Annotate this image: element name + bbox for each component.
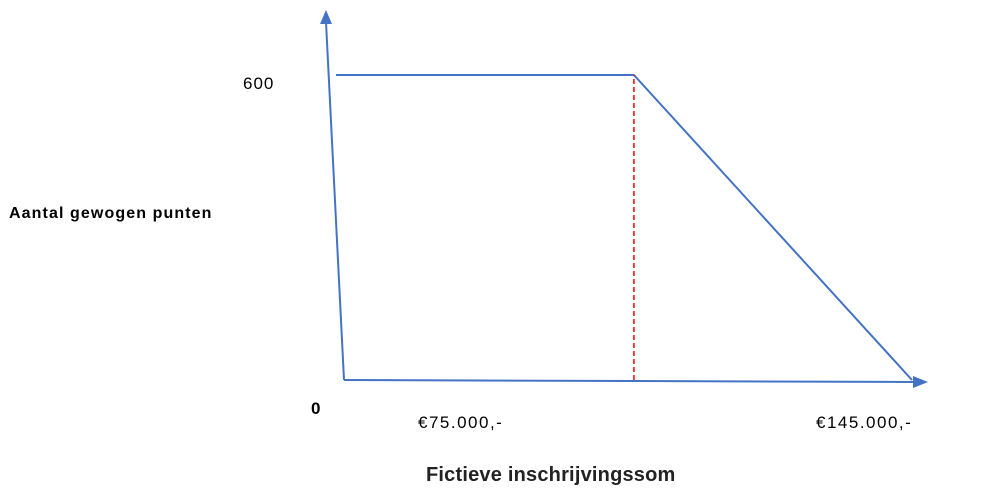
y-axis-line [325, 21, 345, 381]
x-axis-arrowhead [913, 376, 928, 388]
origin-label: 0 [311, 399, 321, 418]
y-axis-arrowhead [320, 10, 332, 24]
x-tick-label: €75.000,- [418, 413, 504, 432]
x-tick-label: €145.000,- [816, 413, 913, 432]
series-line [336, 74, 913, 381]
x-axis-label: Fictieve inschrijvingssom [426, 464, 676, 486]
x-axis-line [343, 379, 916, 383]
y-axis-label: Aantal gewogen punten [9, 205, 213, 222]
y-tick-label: 600 [243, 74, 275, 93]
